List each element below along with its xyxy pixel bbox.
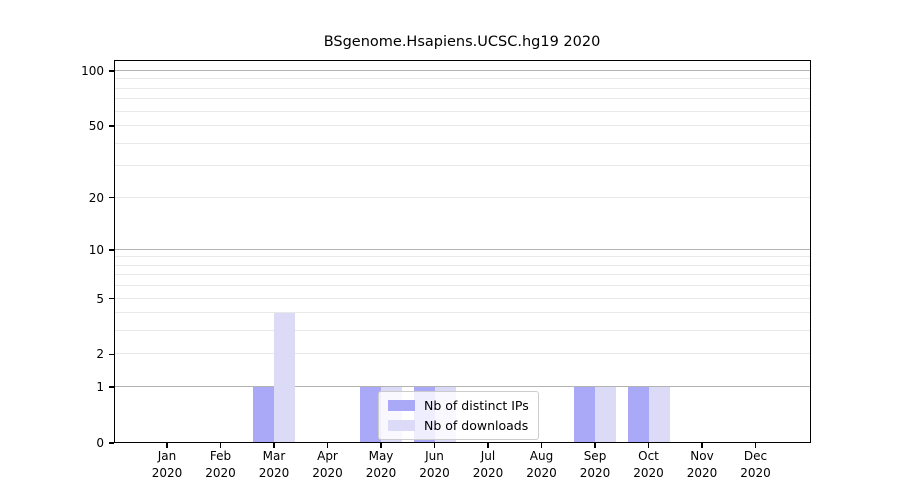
y-tick-mark-50 [109, 125, 114, 127]
y-tick-label-0: 0 [96, 436, 104, 450]
gridline-70 [114, 98, 811, 100]
y-tick-label-1: 1 [96, 380, 104, 395]
y-tick-mark-10 [109, 248, 114, 251]
bar-downloads-mar [274, 313, 295, 443]
gridline-90 [114, 78, 811, 80]
bar-downloads-sep [595, 387, 616, 443]
x-tick-label-10: Nov 2020 [686, 449, 718, 480]
downloads-swatch [388, 420, 415, 431]
x-tick-mark-0 [166, 443, 168, 448]
bar-distinct-ips-sep [574, 387, 595, 443]
legend-label-distinct-ips: Nb of distinct IPs [424, 398, 529, 413]
gridline-7 [114, 274, 811, 276]
gridline-8 [114, 264, 811, 266]
y-tick-mark-5 [109, 297, 114, 300]
gridline-10 [114, 248, 811, 250]
x-tick-mark-6 [487, 443, 489, 448]
x-tick-mark-11 [754, 443, 757, 448]
x-tick-mark-9 [647, 443, 650, 448]
x-tick-label-5: Jun 2020 [419, 449, 450, 480]
gridline-40 [114, 142, 811, 144]
x-tick-label-6: Jul 2020 [472, 449, 504, 480]
x-tick-label-2: Mar 2020 [258, 449, 290, 480]
x-tick-mark-4 [380, 443, 382, 448]
x-tick-label-11: Dec 2020 [740, 449, 771, 480]
legend-item-downloads: Nb of downloads [388, 417, 529, 434]
x-tick-mark-3 [326, 443, 329, 448]
gridline-2 [114, 353, 811, 355]
y-tick-label-10: 10 [88, 242, 104, 257]
gridline-6 [114, 285, 811, 287]
y-tick-mark-0 [109, 442, 114, 444]
gridline-60 [114, 110, 811, 112]
x-tick-label-7: Aug 2020 [526, 449, 557, 480]
y-tick-label-50: 50 [88, 119, 104, 134]
y-tick-label-100: 100 [81, 64, 104, 78]
y-tick-label-20: 20 [88, 190, 104, 205]
x-tick-mark-1 [219, 443, 222, 448]
x-tick-mark-10 [701, 443, 703, 448]
y-tick-mark-1 [109, 386, 114, 388]
x-tick-label-9: Oct 2020 [633, 449, 664, 480]
bar-distinct-ips-oct [627, 387, 649, 443]
plot-area [114, 60, 811, 443]
y-tick-label-2: 2 [96, 347, 104, 362]
x-tick-mark-5 [433, 443, 436, 448]
x-tick-label-0: Jan 2020 [151, 449, 183, 480]
x-tick-label-1: Feb 2020 [205, 449, 236, 480]
x-tick-label-8: Sep 2020 [579, 449, 611, 480]
gridline-20 [114, 196, 811, 198]
y-tick-label-5: 5 [96, 291, 104, 306]
gridline-30 [114, 165, 811, 167]
bar-downloads-oct [648, 387, 670, 443]
x-tick-label-3: Apr 2020 [312, 449, 343, 480]
x-tick-mark-2 [273, 443, 275, 448]
gridline-3 [114, 330, 811, 332]
gridline-80 [114, 87, 811, 89]
legend: Nb of distinct IPs Nb of downloads [378, 391, 539, 440]
legend-item-distinct-ips: Nb of distinct IPs [388, 397, 529, 414]
gridline-100 [114, 70, 811, 71]
x-tick-label-4: May 2020 [365, 449, 397, 480]
gridline-50 [114, 125, 811, 127]
x-tick-mark-7 [540, 443, 543, 448]
y-tick-mark-2 [109, 353, 114, 356]
gridline-5 [114, 297, 811, 299]
legend-label-downloads: Nb of downloads [424, 418, 529, 433]
y-tick-mark-100 [109, 70, 114, 72]
chart-title: BSgenome.Hsapiens.UCSC.hg19 2020 [323, 34, 601, 50]
gridline-9 [114, 256, 811, 258]
gridline-1 [114, 386, 811, 388]
bar-distinct-ips-mar [253, 387, 274, 443]
bar-distinct-ips-may [360, 387, 381, 443]
x-tick-mark-8 [594, 443, 596, 448]
distinct-ips-swatch [388, 400, 415, 411]
y-tick-mark-20 [109, 196, 114, 199]
gridline-4 [114, 312, 811, 314]
